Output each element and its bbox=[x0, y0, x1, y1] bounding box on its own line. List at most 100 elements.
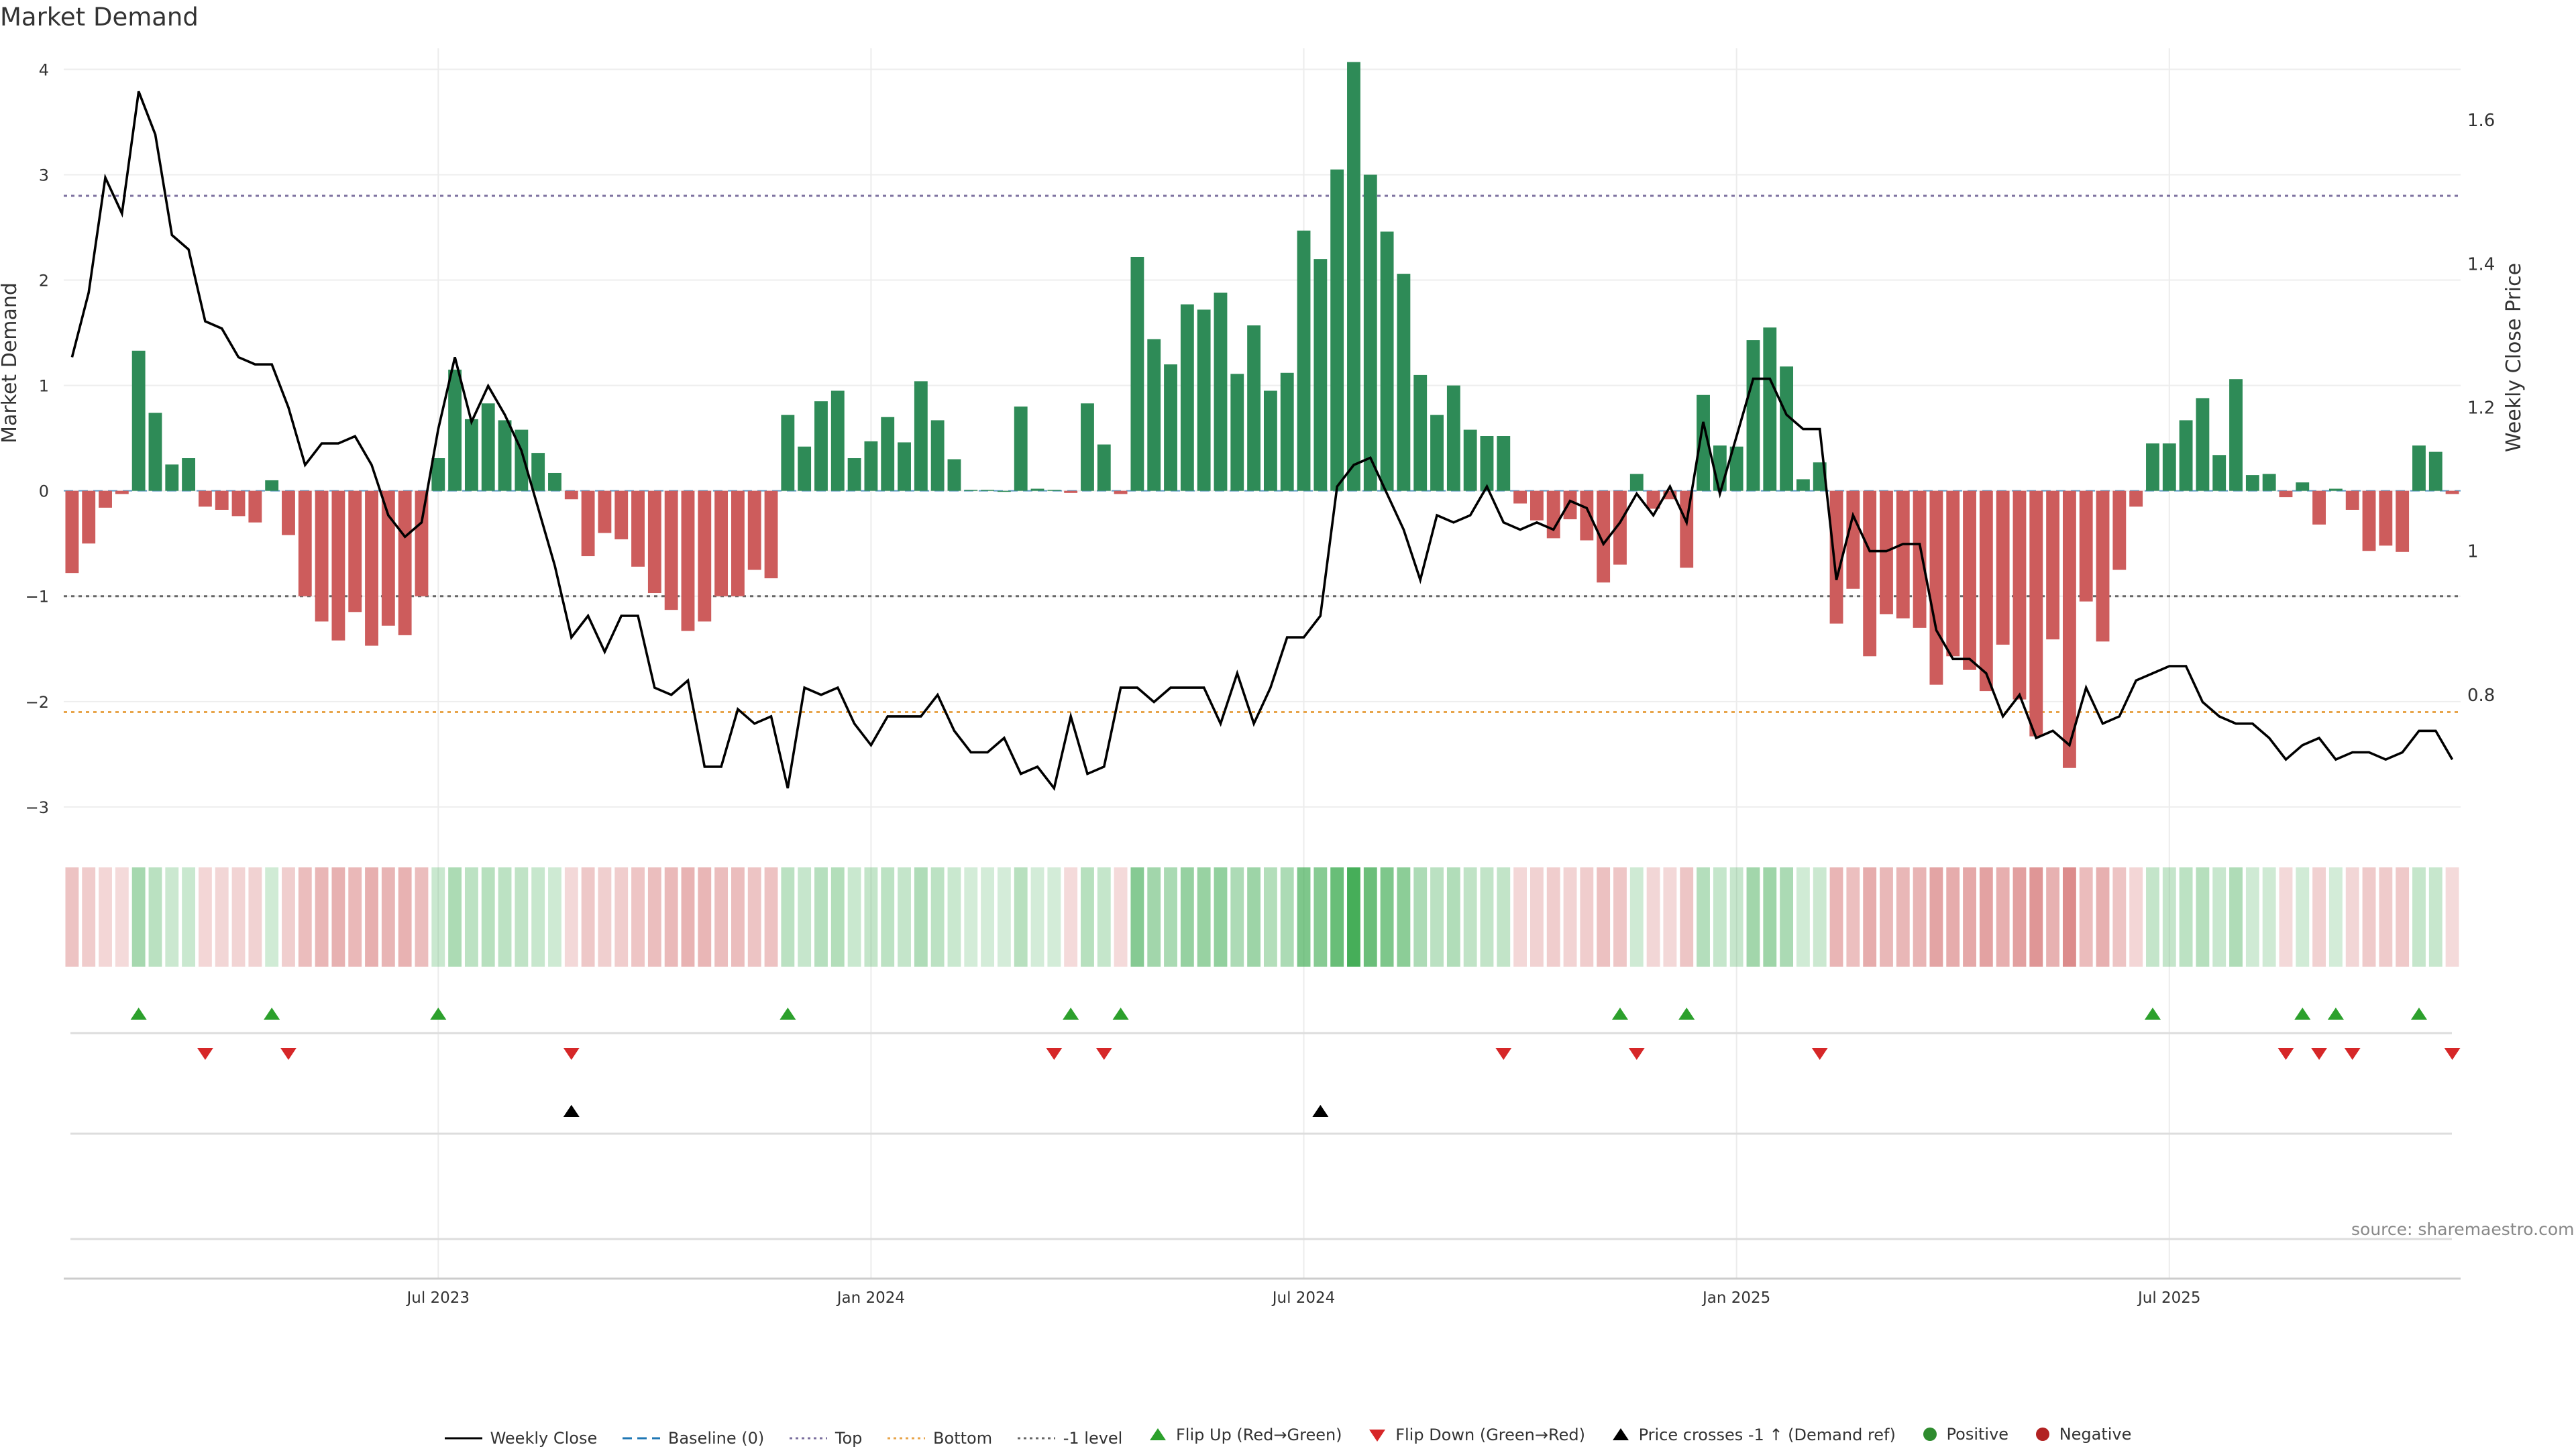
heat-cell bbox=[981, 867, 995, 967]
heat-cell bbox=[581, 867, 595, 967]
demand-bar bbox=[2412, 445, 2426, 491]
heat-cell bbox=[1263, 867, 1277, 967]
heat-cell bbox=[2428, 867, 2443, 967]
flip-down-marker bbox=[2344, 1048, 2361, 1060]
demand-bar bbox=[481, 403, 495, 491]
demand-bar bbox=[1330, 169, 1344, 491]
demand-bar bbox=[1230, 374, 1244, 491]
demand-bar bbox=[581, 490, 595, 557]
heat-cell bbox=[1963, 867, 1976, 967]
reference-lines bbox=[64, 195, 2461, 714]
demand-bar bbox=[2062, 490, 2076, 768]
heat-cell bbox=[881, 867, 895, 967]
flip-up-marker bbox=[1063, 1008, 1079, 1020]
heat-cell bbox=[2079, 867, 2093, 967]
heat-cell bbox=[1597, 867, 1611, 967]
demand-bar bbox=[1180, 304, 1194, 491]
triangle-down-icon bbox=[1369, 1430, 1386, 1442]
heat-cell bbox=[898, 867, 911, 967]
legend-negative: Negative bbox=[2034, 1425, 2131, 1444]
demand-bar bbox=[798, 446, 812, 491]
demand-bar bbox=[1363, 174, 1377, 491]
demand-bar bbox=[1030, 488, 1044, 491]
legend-price-cross: Price crosses -1 ↑ (Demand ref) bbox=[1611, 1426, 1896, 1444]
source-note: source: sharemaestro.com bbox=[2351, 1220, 2575, 1239]
demand-bar bbox=[1097, 444, 1111, 491]
y-tick-label: −3 bbox=[25, 798, 49, 817]
heat-cell bbox=[947, 867, 961, 967]
demand-bar bbox=[564, 490, 578, 500]
demand-bar bbox=[1597, 490, 1611, 583]
left-axis: −3 −2 −1 0 1 2 3 4 Market Demand bbox=[0, 60, 49, 816]
demand-bar bbox=[398, 490, 412, 635]
heat-cell bbox=[1896, 867, 1910, 967]
demand-bar bbox=[1313, 259, 1328, 491]
heat-cell bbox=[731, 867, 745, 967]
demand-bar bbox=[2012, 490, 2027, 700]
legend-weekly-close: Weekly Close bbox=[444, 1429, 597, 1448]
heat-cell bbox=[2129, 867, 2143, 967]
heat-cell bbox=[2412, 867, 2426, 967]
flip-up-marker bbox=[130, 1008, 147, 1020]
heat-cell bbox=[165, 867, 179, 967]
heat-cell bbox=[2012, 867, 2027, 967]
heat-cell bbox=[1347, 867, 1360, 967]
heat-cell bbox=[1130, 867, 1144, 967]
demand-bar bbox=[1996, 490, 2010, 645]
heat-cell bbox=[1529, 867, 1544, 967]
heat-cell bbox=[714, 867, 729, 967]
demand-bar bbox=[2296, 482, 2310, 491]
demand-bar bbox=[981, 490, 995, 491]
flip-up-marker bbox=[1611, 1008, 1628, 1020]
demand-bar bbox=[198, 490, 212, 507]
flip-up-marker bbox=[2294, 1008, 2311, 1020]
demand-bar bbox=[1946, 490, 1960, 657]
heat-cell bbox=[2445, 867, 2459, 967]
heat-cell bbox=[614, 867, 629, 967]
demand-bar bbox=[1763, 327, 1777, 491]
heat-cell bbox=[1330, 867, 1344, 967]
demand-bar bbox=[1796, 479, 1810, 491]
heat-cell bbox=[2328, 867, 2343, 967]
demand-bar bbox=[764, 490, 778, 579]
legend-flip-up-label: Flip Up (Red→Green) bbox=[1176, 1426, 1342, 1444]
heat-cell bbox=[2362, 867, 2376, 967]
heat-cell bbox=[464, 867, 478, 967]
circle-icon bbox=[2035, 1428, 2049, 1441]
heat-cell bbox=[2179, 867, 2193, 967]
demand-bar bbox=[2179, 420, 2193, 491]
demand-bar bbox=[1380, 231, 1394, 491]
demand-bar bbox=[1413, 374, 1428, 491]
heat-cell bbox=[282, 867, 295, 967]
heat-cell bbox=[1363, 867, 1377, 967]
heat-cell bbox=[1497, 867, 1511, 967]
demand-bar bbox=[1430, 415, 1444, 491]
triangle-up-icon bbox=[1612, 1428, 1629, 1440]
y-tick-label: 4 bbox=[39, 60, 49, 79]
heat-cell bbox=[1014, 867, 1028, 967]
demand-bar bbox=[115, 490, 129, 494]
heat-cell bbox=[1397, 867, 1411, 967]
flip-down-marker bbox=[2444, 1048, 2461, 1060]
flip-down-marker bbox=[563, 1048, 580, 1060]
heat-cell bbox=[1663, 867, 1677, 967]
demand-bar bbox=[947, 459, 961, 491]
heat-cell bbox=[2162, 867, 2176, 967]
demand-bar bbox=[997, 490, 1011, 492]
demand-bar bbox=[2146, 443, 2159, 491]
demand-bar bbox=[1197, 309, 1211, 491]
legend-flip-down-label: Flip Down (Green→Red) bbox=[1395, 1426, 1585, 1444]
heat-cell bbox=[930, 867, 945, 967]
demand-bar bbox=[930, 420, 945, 491]
demand-bar bbox=[631, 490, 645, 567]
heat-cell bbox=[2196, 867, 2210, 967]
demand-bar bbox=[864, 441, 878, 491]
heat-cell bbox=[548, 867, 561, 967]
heat-cell bbox=[914, 867, 928, 967]
heat-cell bbox=[1979, 867, 1993, 967]
demand-bar bbox=[1880, 490, 1893, 614]
heat-cell bbox=[764, 867, 778, 967]
demand-bar bbox=[2312, 490, 2326, 525]
legend-top: Top bbox=[789, 1429, 862, 1448]
heat-cell bbox=[182, 867, 196, 967]
